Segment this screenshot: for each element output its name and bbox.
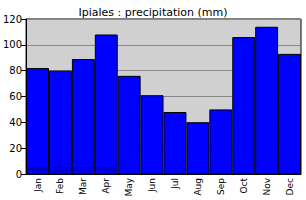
svg-text:www.allmetsat.com: www.allmetsat.com	[28, 164, 116, 174]
svg-text:40: 40	[9, 117, 22, 128]
svg-text:May: May	[124, 177, 134, 196]
svg-text:100: 100	[3, 39, 22, 50]
svg-text:120: 120	[3, 14, 22, 25]
svg-text:Jan: Jan	[33, 178, 43, 193]
svg-text:Jun: Jun	[147, 178, 157, 193]
svg-text:Apr: Apr	[101, 178, 111, 194]
svg-text:Dec: Dec	[285, 178, 295, 195]
svg-text:60: 60	[9, 91, 22, 102]
svg-text:80: 80	[9, 65, 22, 76]
svg-text:Sep: Sep	[216, 178, 226, 195]
svg-text:20: 20	[9, 143, 22, 154]
svg-text:Nov: Nov	[262, 177, 272, 195]
svg-text:Aug: Aug	[193, 178, 203, 196]
svg-text:Ipiales : precipitation (mm): Ipiales : precipitation (mm)	[78, 6, 227, 19]
svg-text:Jul: Jul	[170, 178, 180, 190]
svg-text:Oct: Oct	[239, 178, 249, 194]
svg-text:Mar: Mar	[78, 178, 88, 195]
svg-text:Feb: Feb	[55, 178, 65, 194]
svg-text:0: 0	[16, 169, 22, 180]
